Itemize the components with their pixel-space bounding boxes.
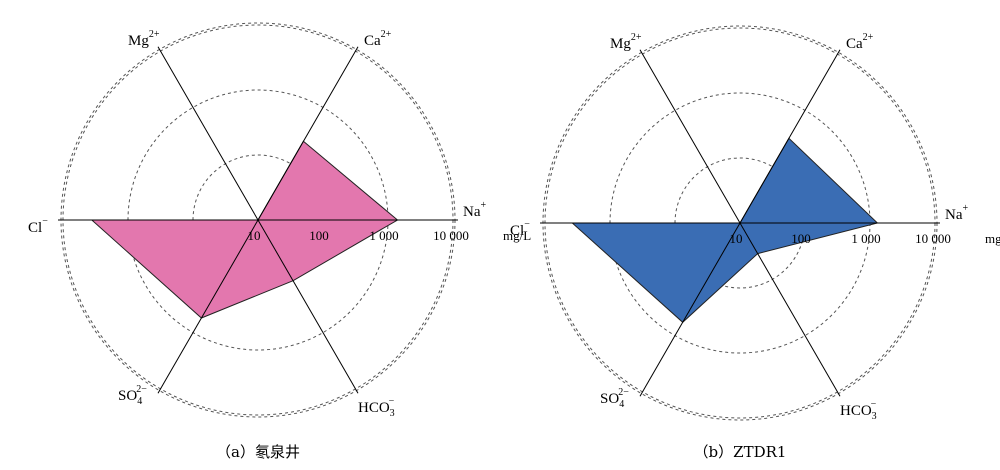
axis-label: Mg2+ — [128, 29, 160, 49]
tick-label: 10 — [730, 231, 743, 246]
unit-label: mg/L — [503, 228, 531, 243]
data-polygon — [90, 140, 399, 319]
axis-label: Cl− — [28, 216, 48, 236]
axis-line-2 — [639, 49, 741, 224]
axis-line-4 — [157, 219, 259, 394]
axis-line-1 — [257, 46, 359, 221]
tick-label: 10 — [248, 228, 261, 243]
data-polygon — [570, 137, 879, 323]
panel-caption: （a）氡泉井 — [216, 443, 300, 461]
axis-label: Na+ — [945, 203, 969, 223]
tick-label: 1 000 — [851, 231, 880, 246]
radar-panel-b: 10 100 1 000 10 000 mg/L Na+ Ca2+ Mg2+ Cl− SO42− H… — [510, 25, 1000, 461]
axis-label: Cl− — [510, 219, 530, 239]
axis-line-2 — [157, 46, 259, 221]
tick-label: 100 — [309, 228, 329, 243]
tick-label: 10 000 — [433, 228, 469, 243]
tick-label: 1 000 — [369, 228, 398, 243]
axis-label: HCO3− — [840, 399, 877, 422]
axis-label: Na+ — [463, 200, 487, 220]
panel-caption: （b）ZTDR1 — [694, 443, 787, 461]
axis-label: Ca2+ — [846, 32, 874, 52]
unit-label: mg/L — [985, 231, 1000, 246]
axis-line-5 — [739, 222, 841, 397]
axis-label: Mg2+ — [610, 32, 642, 52]
axis-line-5 — [257, 219, 359, 394]
axis-label: HCO3− — [358, 396, 395, 419]
axis-line-1 — [739, 49, 841, 224]
radar-panel-a: 10 100 1 000 10 000 mg/L Na+ Ca2+ Mg2+ Cl− SO42− H… — [28, 22, 531, 461]
tick-label: 10 000 — [915, 231, 951, 246]
axis-label: Ca2+ — [364, 29, 392, 49]
axis-label: SO42− — [118, 384, 147, 407]
tick-label: 100 — [791, 231, 811, 246]
axis-line-4 — [639, 222, 741, 397]
axis-label: SO42− — [600, 387, 629, 410]
